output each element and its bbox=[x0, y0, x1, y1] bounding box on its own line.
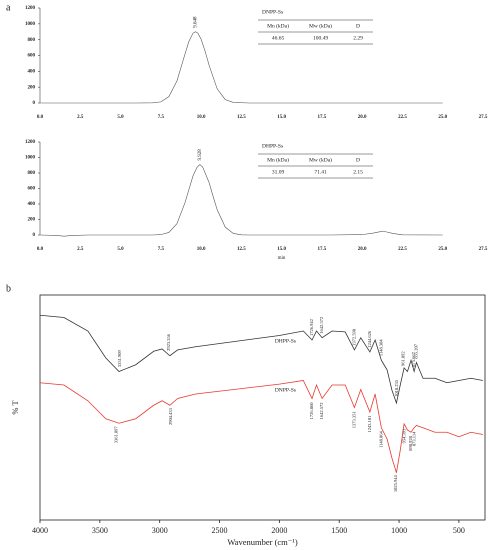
peak-label: 1244.626 bbox=[367, 330, 372, 348]
y-tick-label: 1000 bbox=[25, 22, 36, 27]
x-tick-label: 10.0 bbox=[197, 115, 206, 120]
peak-label: 1148.864 bbox=[378, 430, 383, 447]
x-tick-label: 0.0 bbox=[37, 247, 44, 252]
peak-label: 3331.909 bbox=[117, 349, 122, 367]
x-tick-label: 12.5 bbox=[237, 115, 246, 120]
x-tick-label: 2.5 bbox=[77, 115, 84, 120]
peak-label: 1726.942 bbox=[309, 319, 314, 336]
x-tick-label: 17.5 bbox=[318, 115, 327, 120]
peak-label: 1726.860 bbox=[309, 402, 314, 420]
panel-label: a bbox=[6, 2, 11, 13]
table-cell: 100.49 bbox=[313, 35, 328, 41]
peak-label: 1373.351 bbox=[351, 411, 356, 428]
y-tick-label: 1200 bbox=[25, 140, 36, 145]
peak-label: 1642.572 bbox=[319, 402, 324, 419]
peak-label: 954.391 bbox=[402, 429, 407, 444]
x-tick-label: 5.0 bbox=[117, 115, 124, 120]
data-line bbox=[40, 31, 443, 104]
x-tick-label: 1000 bbox=[391, 526, 407, 535]
peak-label: 3361.897 bbox=[113, 426, 118, 444]
table-header: Mn (kDa) bbox=[267, 22, 289, 29]
x-tick-label: 3000 bbox=[152, 526, 168, 535]
y-tick-label: 600 bbox=[28, 187, 36, 192]
peak-label: 875.667 bbox=[411, 351, 416, 366]
peak-label: 1025.944 bbox=[393, 474, 398, 492]
x-tick-label: 27.5 bbox=[479, 247, 488, 252]
series-label: DNPP-Ss bbox=[275, 387, 296, 393]
peak-label: 898.928 bbox=[408, 435, 413, 450]
peak-label: 1243.101 bbox=[367, 416, 372, 433]
x-tick-label: 0.0 bbox=[37, 115, 44, 120]
data-line bbox=[39, 380, 483, 473]
x-tick-label: 25.0 bbox=[438, 115, 447, 120]
table-header: Mn (kDa) bbox=[267, 156, 289, 163]
x-tick-label: 17.5 bbox=[318, 247, 327, 252]
x-tick-label: 5.0 bbox=[117, 247, 124, 252]
y-tick-label: 1200 bbox=[25, 6, 36, 11]
peak-label: 2923.356 bbox=[166, 333, 171, 351]
y-tick-label: 200 bbox=[28, 218, 36, 223]
x-tick-label: 15.0 bbox=[277, 115, 286, 120]
peak-label: 873.114 bbox=[411, 431, 416, 446]
x-tick-label: 20.0 bbox=[358, 247, 367, 252]
peak-label: 9.928 bbox=[198, 149, 203, 161]
x-tick-label: 20.0 bbox=[358, 115, 367, 120]
x-axis-title: min bbox=[278, 256, 286, 261]
table-title: DHPP-Ss bbox=[262, 143, 283, 149]
y-tick-label: 800 bbox=[28, 171, 36, 176]
peak-label: 961.892 bbox=[401, 351, 406, 366]
table-cell: 2.29 bbox=[353, 35, 363, 41]
plot-frame bbox=[39, 294, 486, 521]
x-tick-label: 3500 bbox=[92, 526, 108, 535]
table-header: D bbox=[356, 157, 360, 163]
data-line bbox=[39, 314, 483, 405]
y-tick-label: 800 bbox=[28, 38, 36, 43]
x-tick-label: 22.5 bbox=[398, 115, 407, 120]
table-header: Mw (kDa) bbox=[309, 22, 332, 29]
x-tick-label: 25.0 bbox=[438, 247, 447, 252]
x-tick-label: 2.5 bbox=[77, 247, 84, 252]
x-tick-label: 4000 bbox=[32, 526, 48, 535]
y-tick-label: 400 bbox=[28, 202, 36, 207]
x-axis-title: Wavenumber (cm⁻¹) bbox=[227, 537, 297, 547]
x-tick-label: 7.5 bbox=[158, 247, 165, 252]
x-tick-label: 10.0 bbox=[197, 247, 206, 252]
y-tick-label: 600 bbox=[28, 54, 36, 59]
table-title: DNPP-Ss bbox=[262, 9, 283, 15]
x-tick-label: 1500 bbox=[331, 526, 347, 535]
data-line bbox=[39, 164, 443, 237]
y-tick-label: 0 bbox=[33, 101, 36, 106]
table-cell: 31.09 bbox=[272, 169, 285, 175]
x-tick-label: 12.5 bbox=[237, 247, 246, 252]
peak-label: 2904.433 bbox=[168, 407, 173, 425]
peak-label: 1372.598 bbox=[351, 328, 356, 346]
table-cell: 71.41 bbox=[314, 169, 327, 175]
peak-label: 855.207 bbox=[413, 343, 418, 358]
y-tick-label: 0 bbox=[33, 233, 36, 238]
y-axis-title: % T bbox=[10, 400, 20, 415]
peak-label: 1642.572 bbox=[319, 317, 324, 334]
x-tick-label: 500 bbox=[453, 526, 465, 535]
x-tick-label: 22.5 bbox=[398, 247, 407, 252]
table-cell: 2.15 bbox=[353, 169, 363, 175]
peak-label: 1148.304 bbox=[378, 339, 383, 356]
y-tick-label: 200 bbox=[28, 85, 36, 90]
y-tick-label: 400 bbox=[28, 69, 36, 74]
table-header: Mw (kDa) bbox=[309, 156, 332, 163]
peak-label: 9.648 bbox=[194, 16, 199, 28]
y-tick-label: 1000 bbox=[25, 156, 36, 161]
panel-label: b bbox=[6, 283, 11, 294]
x-tick-label: 7.5 bbox=[158, 115, 165, 120]
peak-label: 1018.235 bbox=[394, 379, 399, 397]
series-label: DHPP-Ss bbox=[275, 339, 296, 345]
x-tick-label: 2500 bbox=[212, 526, 228, 535]
x-tick-label: 2000 bbox=[271, 526, 287, 535]
x-tick-label: 27.5 bbox=[479, 115, 488, 120]
x-tick-label: 15.0 bbox=[277, 247, 286, 252]
table-cell: 46.65 bbox=[272, 35, 285, 41]
table-header: D bbox=[356, 23, 360, 29]
